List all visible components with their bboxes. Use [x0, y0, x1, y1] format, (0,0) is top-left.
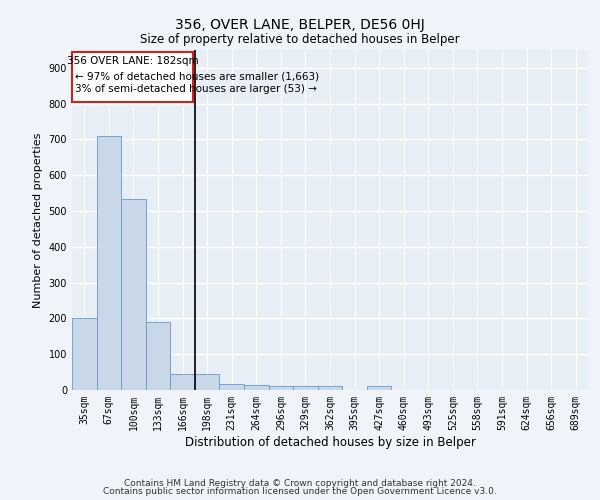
Text: 3% of semi-detached houses are larger (53) →: 3% of semi-detached houses are larger (5… — [75, 84, 317, 94]
Bar — [220, 384, 244, 390]
Text: Contains HM Land Registry data © Crown copyright and database right 2024.: Contains HM Land Registry data © Crown c… — [124, 478, 476, 488]
Bar — [367, 386, 391, 390]
Bar — [318, 386, 342, 390]
Bar — [72, 318, 97, 390]
Text: 356, OVER LANE, BELPER, DE56 0HJ: 356, OVER LANE, BELPER, DE56 0HJ — [175, 18, 425, 32]
Y-axis label: Number of detached properties: Number of detached properties — [33, 132, 43, 308]
Bar — [195, 374, 220, 390]
Bar — [170, 374, 195, 390]
Bar — [244, 384, 269, 390]
Bar — [146, 322, 170, 390]
Text: Contains public sector information licensed under the Open Government Licence v3: Contains public sector information licen… — [103, 487, 497, 496]
Bar — [293, 386, 318, 390]
X-axis label: Distribution of detached houses by size in Belper: Distribution of detached houses by size … — [185, 436, 475, 448]
Text: 356 OVER LANE: 182sqm: 356 OVER LANE: 182sqm — [67, 56, 198, 66]
Text: Size of property relative to detached houses in Belper: Size of property relative to detached ho… — [140, 32, 460, 46]
FancyBboxPatch shape — [72, 52, 193, 102]
Bar — [269, 386, 293, 390]
Bar — [121, 198, 146, 390]
Text: ← 97% of detached houses are smaller (1,663): ← 97% of detached houses are smaller (1,… — [75, 71, 319, 81]
Bar — [97, 136, 121, 390]
